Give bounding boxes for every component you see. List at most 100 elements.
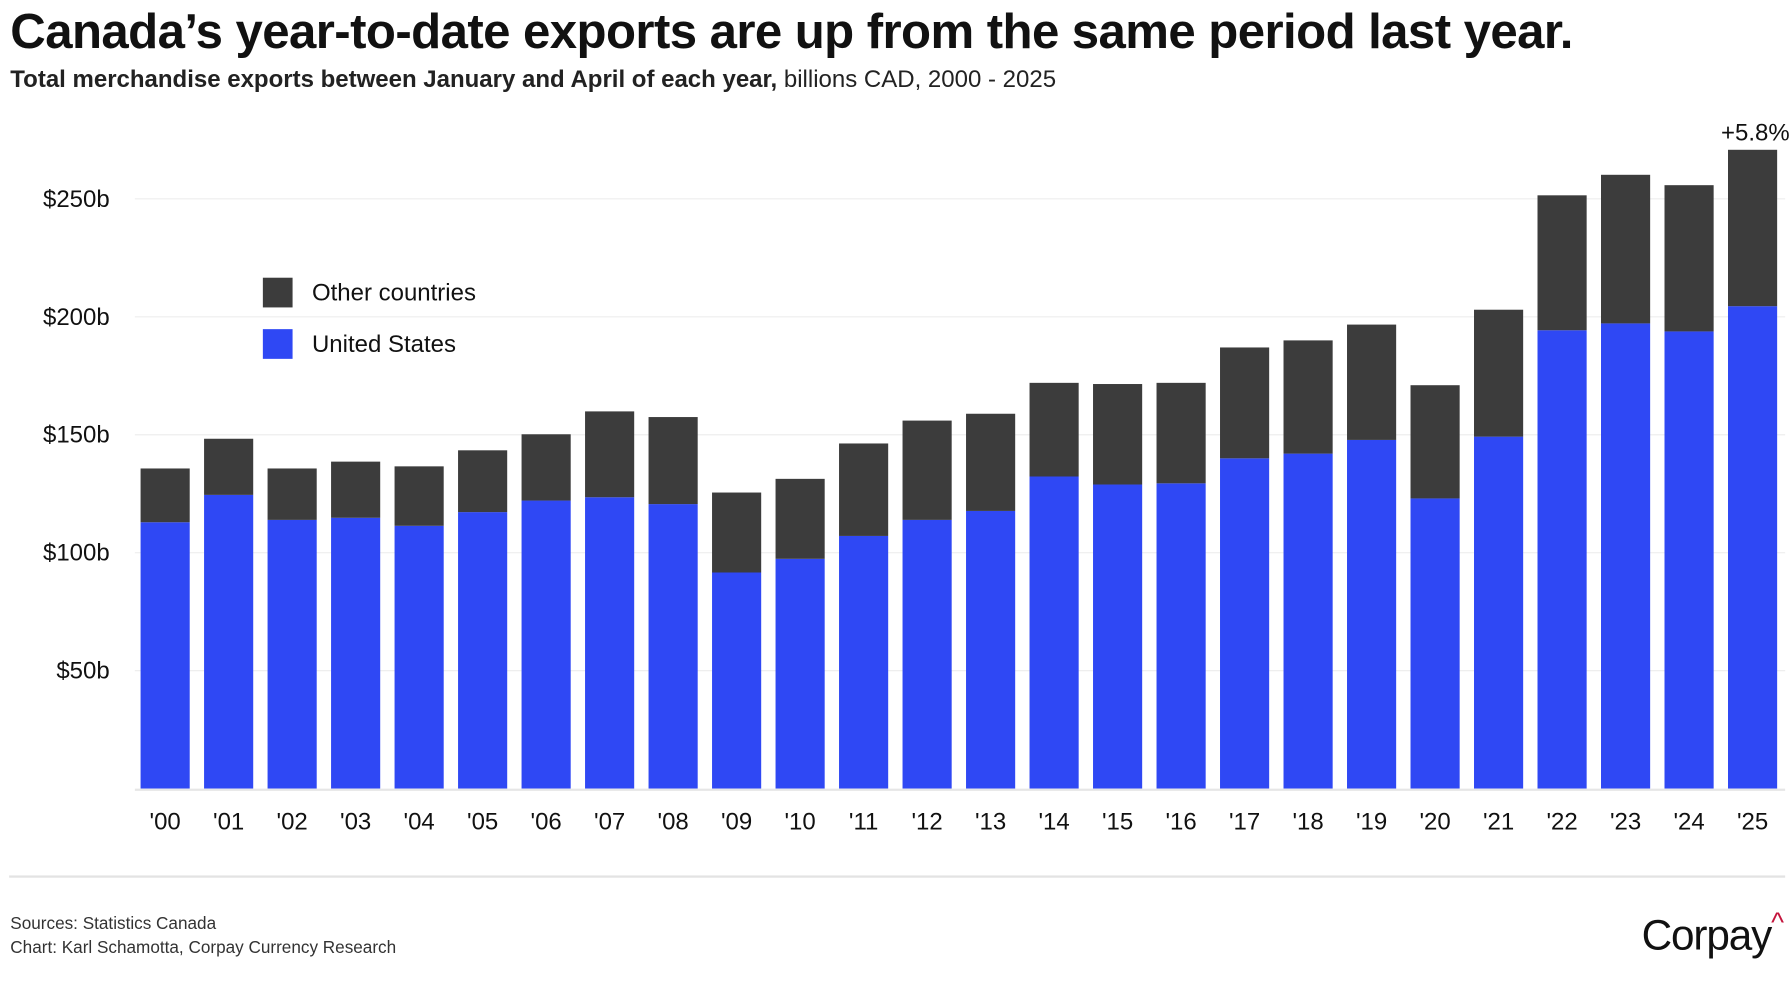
bar-other-countries [966,413,1016,511]
bar-other-countries [458,450,508,513]
x-tick-label: '20 [1419,809,1450,836]
y-tick-label: $250b [43,186,110,213]
bar-united-states [712,572,762,789]
x-tick-label: '14 [1038,809,1069,836]
x-tick-label: '21 [1483,809,1514,836]
x-tick-label: '24 [1673,809,1704,836]
bar-other-countries [1156,382,1206,484]
bar-united-states [521,500,571,789]
bar-other-countries [267,468,317,520]
x-tick-label: '15 [1102,809,1133,836]
bar-united-states [585,497,635,789]
bar-other-countries [331,461,381,518]
x-tick-label: '17 [1229,809,1260,836]
x-tick-label: '19 [1356,809,1387,836]
bar-united-states [1727,306,1778,789]
bar-other-countries [1601,174,1651,324]
x-tick-label: '16 [1165,809,1196,836]
sources-note: Sources: Statistics Canada [10,914,217,934]
x-tick-label: '10 [784,809,815,836]
legend-swatch-united-states [262,329,293,359]
bar-united-states [1537,330,1587,789]
corpay-logo: Corpay^ [1641,907,1784,960]
bar-united-states [648,504,698,789]
bar-other-countries [839,443,889,536]
bar-united-states [1601,323,1651,789]
x-tick-label: '05 [467,809,498,836]
bar-other-countries [585,411,635,498]
x-tick-label: '25 [1737,809,1768,836]
legend-label-united-states: United States [312,331,456,358]
logo-text: Corpay [1641,911,1773,959]
bar-united-states [1283,453,1333,789]
bar-other-countries [140,468,190,523]
bar-other-countries [1347,324,1397,440]
bar-other-countries [1283,340,1333,454]
x-tick-label: '08 [657,809,688,836]
bar-united-states [140,522,190,789]
x-tick-label: '00 [150,809,181,836]
y-tick-label: $100b [43,540,110,567]
bar-other-countries [1474,309,1524,437]
legend-label-other-countries: Other countries [312,280,476,307]
bar-other-countries [1537,195,1587,331]
bar-other-countries [712,492,762,573]
bar-united-states [1347,439,1397,789]
bar-other-countries [902,420,952,520]
x-tick-label: '01 [213,809,244,836]
chart-title: Canada’s year-to-date exports are up fro… [10,4,1573,60]
chart-subtitle: Total merchandise exports between Januar… [10,66,1056,93]
x-tick-label: '12 [911,809,942,836]
bar-united-states [1664,331,1714,789]
bar-other-countries [1727,149,1778,307]
bar-other-countries [1664,185,1714,332]
bar-united-states [1029,476,1079,789]
bar-other-countries [775,478,825,559]
chart-credit: Chart: Karl Schamotta, Corpay Currency R… [10,938,397,958]
bar-united-states [902,519,952,789]
x-tick-label: '11 [849,809,878,836]
divider [9,875,1786,878]
y-tick-label: $50b [56,658,109,685]
x-tick-label: '09 [721,809,752,836]
x-tick-label: '07 [594,809,625,836]
x-tick-label: '04 [403,809,434,836]
x-tick-label: '23 [1610,809,1641,836]
bar-united-states [1220,458,1270,789]
bar-united-states [1156,483,1206,789]
bar-united-states [1093,484,1143,789]
x-tick-label: '22 [1546,809,1577,836]
y-tick-label: $150b [43,422,110,449]
bar-other-countries [1029,382,1079,477]
legend-swatch-other-countries [262,277,293,308]
subtitle-units: billions CAD, 2000 - 2025 [777,66,1057,93]
bar-other-countries [1220,347,1270,459]
bar-united-states [1410,498,1460,789]
bar-other-countries [204,438,254,495]
bar-united-states [839,535,889,789]
bar-united-states [966,510,1016,789]
bar-other-countries [521,434,571,501]
x-tick-label: '06 [530,809,561,836]
x-tick-label: '13 [975,809,1006,836]
bar-united-states [458,512,508,789]
growth-annotation: +5.8% [1721,120,1790,147]
bar-united-states [204,494,254,789]
bar-other-countries [648,417,698,505]
bar-other-countries [394,466,444,526]
bar-united-states [775,558,825,789]
bar-united-states [394,525,444,789]
y-tick-label: $200b [43,304,110,331]
x-tick-label: '03 [340,809,371,836]
x-tick-label: '02 [277,809,308,836]
x-tick-label: '18 [1292,809,1323,836]
bar-united-states [331,517,381,789]
bar-other-countries [1093,384,1143,485]
bar-other-countries [1410,385,1460,499]
subtitle-main: Total merchandise exports between Januar… [10,66,778,93]
bar-united-states [1474,436,1524,789]
logo-caret-icon: ^ [1771,907,1784,939]
stacked-bar-chart: $50b $100b $150b $200b $250b '00 '01 '02 '03 '04 '… [43,120,1790,836]
bar-united-states [267,519,317,789]
